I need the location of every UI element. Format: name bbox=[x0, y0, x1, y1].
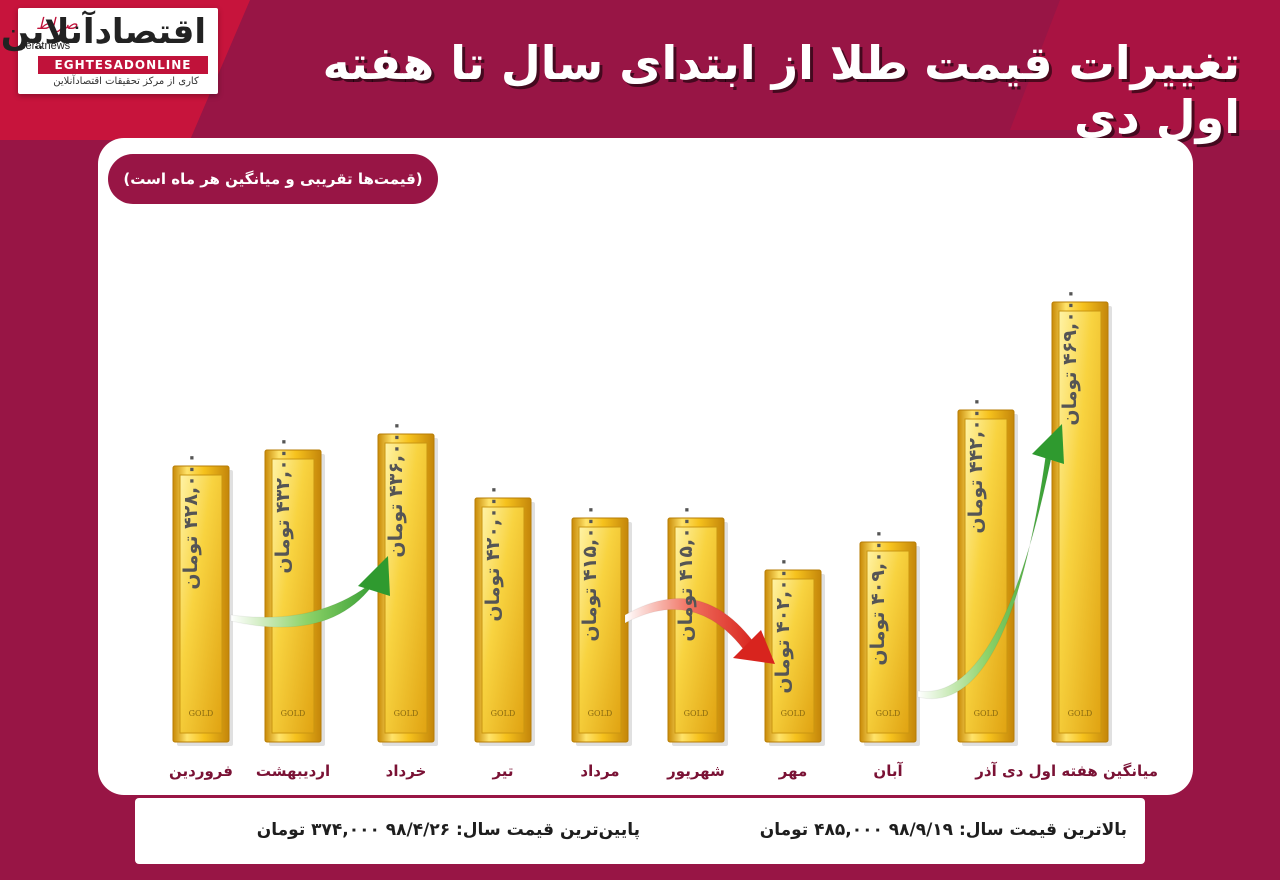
trend-up-arrow bbox=[230, 556, 390, 628]
gold-bar: GOLD bbox=[957, 409, 1018, 746]
category-label: میانگین هفته اول دی bbox=[1002, 762, 1158, 780]
bar-stamp: GOLD bbox=[281, 709, 306, 718]
year-high-price: بالاترین قیمت سال: ۹۸/۹/۱۹ ۴۸۵,۰۰۰ تومان bbox=[759, 820, 1127, 840]
bar-stamp: GOLD bbox=[588, 709, 613, 718]
brand-name-fa: اقتصادآنلاین bbox=[0, 12, 207, 52]
category-label: آبان bbox=[873, 762, 903, 780]
bar-value-label: ۴۲۰,۰۰۰ تومان bbox=[482, 484, 504, 622]
gold-bar: GOLD bbox=[1051, 301, 1112, 746]
year-low-price: پایین‌ترین قیمت سال: ۹۸/۴/۲۶ ۳۷۴,۰۰۰ توم… bbox=[256, 820, 640, 840]
bar-stamp: GOLD bbox=[491, 709, 516, 718]
sirat-mark: صراط bbox=[36, 14, 78, 33]
category-label: مهر bbox=[778, 762, 808, 780]
bar-value-label: ۴۰۲,۰۰۰ تومان bbox=[772, 556, 794, 694]
gold-bar: GOLD bbox=[377, 433, 438, 746]
gold-bar: GOLD bbox=[474, 497, 535, 746]
price-note: (قیمت‌ها تقریبی و میانگین هر ماه است) bbox=[123, 170, 423, 188]
chart-title: تغییرات قیمت طلا از ابتدای سال تا هفته ا… bbox=[322, 36, 1240, 144]
gold-bar: GOLD bbox=[571, 517, 632, 746]
bar-stamp: GOLD bbox=[394, 709, 419, 718]
gold-bar: GOLD bbox=[764, 569, 825, 746]
bar-stamp: GOLD bbox=[684, 709, 709, 718]
bar-value-label: ۴۳۲,۰۰۰ تومان bbox=[272, 436, 294, 574]
bar-stamp: GOLD bbox=[781, 709, 806, 718]
gold-bar: GOLD bbox=[264, 449, 325, 746]
gold-bar: GOLD bbox=[172, 465, 233, 746]
category-label: مرداد bbox=[580, 762, 619, 780]
trend-down-arrow bbox=[624, 597, 775, 664]
category-label: آذر bbox=[974, 762, 997, 780]
bar-value-label: ۴۱۵,۰۰۰ تومان bbox=[675, 504, 697, 642]
category-label: فروردین bbox=[169, 762, 233, 780]
brand-logo: صراط seratnews اقتصادآنلاین EGHTESADONLI… bbox=[1, 8, 218, 94]
bar-value-label: ۴۲۸,۰۰۰ تومان bbox=[180, 452, 202, 590]
category-label: خرداد bbox=[386, 762, 427, 780]
trend-up-arrow bbox=[917, 424, 1064, 700]
bar-stamp: GOLD bbox=[876, 709, 901, 718]
bar-stamp: GOLD bbox=[189, 709, 214, 718]
brand-name-en: EGHTESADONLINE bbox=[38, 56, 208, 74]
brand-subtitle: کاری از مرکز تحقیقات اقتصادآنلاین bbox=[53, 76, 199, 87]
bar-stamp: GOLD bbox=[974, 709, 999, 718]
category-label: شهریور bbox=[666, 762, 725, 780]
price-note-pill: (قیمت‌ها تقریبی و میانگین هر ماه است) bbox=[108, 154, 438, 204]
bar-value-label: ۴۴۲,۰۰۰ تومان bbox=[965, 396, 987, 534]
bar-value-label: ۴۶۹,۰۰۰ تومان bbox=[1059, 288, 1081, 426]
news-tag: seratnews bbox=[20, 40, 71, 52]
gold-bar: GOLD bbox=[859, 541, 920, 746]
footer-summary: بالاترین قیمت سال: ۹۸/۹/۱۹ ۴۸۵,۰۰۰ تومان… bbox=[135, 798, 1145, 864]
gold-bar: GOLD bbox=[667, 517, 728, 746]
category-label: تیر bbox=[491, 762, 513, 780]
category-label: اردیبهشت bbox=[256, 762, 330, 780]
bar-stamp: GOLD bbox=[1068, 709, 1093, 718]
bar-value-label: ۴۳۶,۰۰۰ تومان bbox=[385, 420, 407, 558]
bar-value-label: ۴۱۵,۰۰۰ تومان bbox=[579, 504, 601, 642]
bar-value-label: ۴۰۹,۰۰۰ تومان bbox=[867, 528, 889, 666]
